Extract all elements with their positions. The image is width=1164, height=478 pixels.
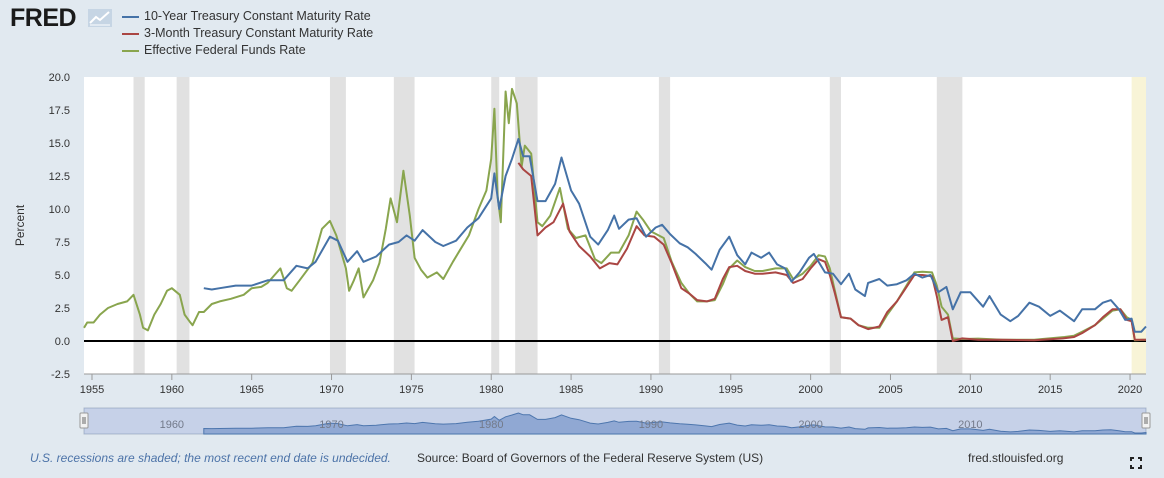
y-tick-label: -2.5 — [51, 369, 70, 381]
legend-item[interactable]: 10-Year Treasury Constant Maturity Rate — [122, 8, 373, 25]
x-tick-label: 1975 — [399, 384, 423, 396]
y-tick-label: 5.0 — [55, 270, 70, 282]
recession-note: U.S. recessions are shaded; the most rec… — [30, 451, 391, 465]
y-axis-label: Percent — [13, 204, 27, 246]
y-tick-label: 10.0 — [49, 204, 70, 216]
fullscreen-icon[interactable] — [1128, 455, 1144, 471]
x-tick-label: 1990 — [639, 384, 663, 396]
x-tick-label: 1970 — [319, 384, 343, 396]
line-chart-icon — [88, 9, 112, 27]
source-text: Source: Board of Governors of the Federa… — [417, 451, 764, 465]
y-tick-label: 17.5 — [49, 105, 70, 117]
navigator-handle-right[interactable] — [1141, 412, 1151, 429]
recession-band — [393, 77, 415, 374]
x-tick-label: 1965 — [239, 384, 263, 396]
legend-swatch — [122, 49, 139, 52]
x-tick-label: 2020 — [1118, 384, 1142, 396]
legend-item[interactable]: Effective Federal Funds Rate — [122, 42, 373, 59]
legend-item[interactable]: 3-Month Treasury Constant Maturity Rate — [122, 25, 373, 42]
navigator-tick-label: 2000 — [798, 419, 822, 431]
legend-label: 10-Year Treasury Constant Maturity Rate — [144, 9, 371, 23]
navigator-tick-label: 1960 — [160, 419, 184, 431]
x-tick-label: 2015 — [1038, 384, 1062, 396]
navigator-selection — [84, 408, 1146, 434]
navigator-handle-left[interactable] — [79, 412, 89, 429]
y-tick-label: 7.5 — [55, 237, 70, 249]
source-url-link[interactable]: fred.stlouisfed.org — [968, 451, 1064, 465]
legend-label: 3-Month Treasury Constant Maturity Rate — [144, 26, 374, 40]
recession-band — [829, 77, 841, 374]
series-line-ten-year — [203, 138, 1147, 333]
recession-band — [491, 77, 500, 374]
y-tick-label: 0.0 — [55, 336, 70, 348]
x-tick-label: 1980 — [479, 384, 503, 396]
x-tick-label: 1955 — [80, 384, 104, 396]
recession-band — [133, 77, 145, 374]
chart-legend: 10-Year Treasury Constant Maturity Rate 3… — [122, 8, 373, 59]
x-tick-label: 2010 — [958, 384, 982, 396]
recession-band-undecided — [1131, 77, 1146, 374]
y-tick-label: 15.0 — [49, 138, 70, 150]
series-line-three-month — [517, 162, 1146, 342]
navigator-series — [203, 412, 1147, 435]
x-tick-label: 1960 — [160, 384, 184, 396]
y-tick-label: 12.5 — [49, 171, 70, 183]
y-tick-label: 20.0 — [49, 72, 70, 84]
x-tick-label: 1985 — [559, 384, 583, 396]
navigator-tick-label: 1980 — [479, 419, 503, 431]
legend-label: Effective Federal Funds Rate — [144, 43, 306, 57]
line-chart: -2.5 0.0 2.5 5.0 7.5 10.0 12.5 15.0 17.5 20.0 Perc… — [13, 72, 1151, 435]
x-tick-label: 1995 — [719, 384, 743, 396]
recession-band — [329, 77, 346, 374]
fred-logo[interactable]: FRED — [10, 4, 77, 32]
footer: U.S. recessions are shaded; the most rec… — [0, 451, 1164, 467]
legend-swatch — [122, 15, 139, 18]
navigator-tick-label: 2010 — [958, 419, 982, 431]
navigator-tick-label: 1990 — [639, 419, 663, 431]
recession-band — [658, 77, 671, 374]
x-tick-label: 2005 — [878, 384, 902, 396]
recession-band — [176, 77, 190, 374]
legend-swatch — [122, 32, 139, 35]
y-tick-label: 2.5 — [55, 303, 70, 315]
x-tick-label: 2000 — [798, 384, 822, 396]
navigator-tick-label: 1970 — [319, 419, 343, 431]
plot-area — [84, 77, 1146, 374]
